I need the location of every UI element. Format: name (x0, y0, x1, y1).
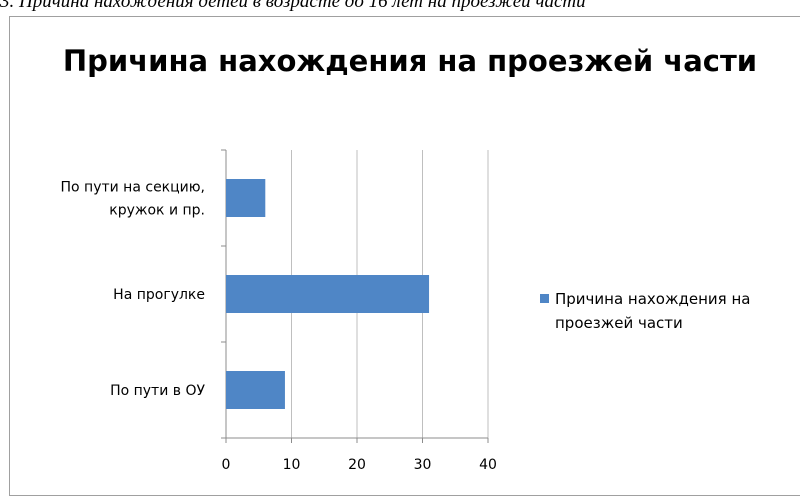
bar (226, 179, 266, 217)
x-tick-label: 30 (414, 457, 432, 473)
x-tick-label: 20 (348, 457, 366, 473)
legend: Причина нахождения на проезжей части (540, 287, 800, 335)
category-label: На прогулке (113, 287, 205, 303)
category-labels: По пути в ОУ На прогулке По пути на секцию… (61, 180, 206, 400)
legend-swatch (540, 294, 549, 303)
legend-label: Причина нахождения на проезжей части (555, 290, 751, 332)
x-tick-labels: 0 10 20 30 40 (222, 457, 497, 473)
category-label: По пути на секцию, кружок и пр. (61, 180, 206, 219)
bars (226, 179, 430, 409)
x-tick-label: 10 (283, 457, 301, 473)
chart-title: Причина нахождения на проезжей части (62, 44, 758, 78)
bar (226, 275, 430, 313)
bar (226, 371, 285, 409)
figure-caption: 3. Причина нахождения детей в возрасте д… (0, 0, 586, 12)
category-label: По пути в ОУ (110, 383, 205, 399)
x-tick-label: 40 (479, 457, 497, 473)
x-tick-label: 0 (222, 457, 231, 473)
